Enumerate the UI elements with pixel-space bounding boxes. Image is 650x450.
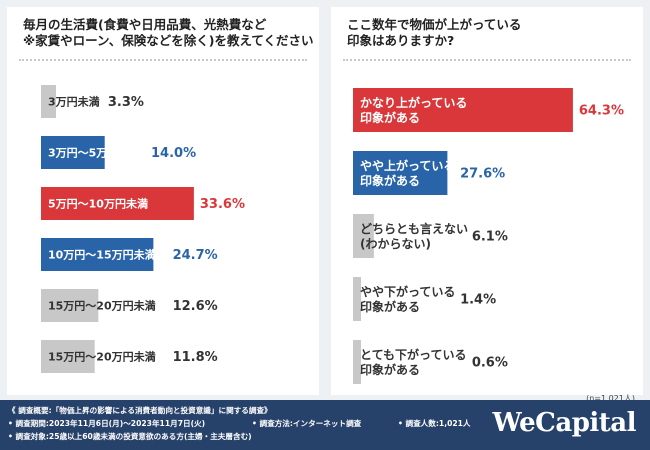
left-question-title: 毎月の生活費(食費や日用品費、光熱費など ※家賃やローン、保険などを除く)を教え… — [23, 17, 314, 49]
bar-5 — [41, 289, 99, 322]
left-title-line-2: ※家賃やローン、保険などを除く)を教えてください — [23, 33, 314, 48]
category-label-4: やや下がっている印象がある — [360, 284, 455, 314]
sample-size-note: (n=1,021人) — [586, 394, 635, 403]
bar-4 — [41, 238, 154, 271]
living-cost-bar-chart: 3万円未満 3.3% 3万円～5万円未満 14.0% 5万円～10万円未満 33.6% 10… — [41, 85, 245, 373]
category-label-4: 10万円～15万円未満 — [48, 247, 156, 261]
value-label-4: 24.7% — [173, 248, 218, 263]
bar-3 — [41, 187, 194, 220]
category-label-3: どちらとも言えない(わからない) — [360, 221, 468, 251]
value-label-6: 11.8% — [173, 350, 218, 365]
right-question-title: ここ数年で物価が上がっている 印象はありますか? — [347, 17, 521, 49]
value-label-2: 14.0% — [151, 146, 196, 161]
category-label-3: 5万円～10万円未満 — [48, 196, 148, 210]
bar-4 — [353, 277, 361, 321]
value-label-5: 12.6% — [173, 299, 218, 314]
survey-period: • 調査期間:2023年11月6日(月)～2023年11月7日(火) — [8, 419, 206, 428]
bar-1 — [41, 85, 57, 118]
right-chart-panel: ここ数年で物価が上がっている 印象はありますか? かなり上がっている印象がある 6… — [331, 7, 643, 403]
category-label-5: 15万円～20万円未満 — [48, 298, 156, 312]
left-title-line-1: 毎月の生活費(食費や日用品費、光熱費など — [23, 17, 267, 32]
bar-2 — [353, 151, 448, 195]
bar-6 — [41, 340, 95, 373]
value-label-5: 0.6% — [472, 356, 508, 371]
right-title-divider — [343, 59, 631, 61]
bar-1 — [353, 88, 573, 132]
right-title-line-2: 印象はありますか? — [347, 33, 455, 48]
price-impression-bar-chart: かなり上がっている印象がある 64.3% やや上がっている印象がある 27.6% どちら… — [353, 88, 624, 384]
survey-footer: 《 調査概要:「物価上昇の影響による消費者動向と投資意識」に関する調査》 • 調… — [0, 400, 650, 450]
value-label-1: 64.3% — [579, 104, 624, 119]
bar-5 — [353, 340, 361, 384]
category-label-1: 3万円未満 — [48, 94, 100, 108]
value-label-2: 27.6% — [460, 167, 505, 182]
bar-2 — [41, 136, 105, 169]
survey-overview: 《 調査概要:「物価上昇の影響による消費者動向と投資意識」に関する調査》 — [8, 406, 272, 415]
value-label-1: 3.3% — [108, 95, 144, 110]
category-label-2: やや上がっている印象がある — [360, 158, 455, 188]
value-label-3: 6.1% — [472, 230, 508, 245]
category-label-6: 15万円～20万円未満 — [48, 349, 156, 363]
value-label-3: 33.6% — [200, 197, 245, 212]
left-chart-panel: 毎月の生活費(食費や日用品費、光熱費など ※家賃やローン、保険などを除く)を教え… — [7, 7, 319, 395]
bar-3 — [353, 214, 374, 258]
value-label-4: 1.4% — [460, 293, 496, 308]
category-label-1: かなり上がっている印象がある — [360, 95, 467, 125]
survey-respondents: • 調査人数:1,021人 — [398, 419, 471, 428]
category-label-5: とても下がっている印象がある — [360, 347, 466, 377]
category-label-2: 3万円～5万円未満 — [48, 145, 140, 159]
right-title-line-1: ここ数年で物価が上がっている — [347, 17, 522, 32]
survey-target: • 調査対象:25歳以上60歳未満の投資意欲のある方(主婦・主夫層含む) — [8, 432, 252, 441]
survey-method: • 調査方法:インターネット調査 — [252, 419, 362, 428]
wecapital-logo: WeCapital — [492, 408, 637, 438]
left-title-divider — [19, 59, 307, 61]
